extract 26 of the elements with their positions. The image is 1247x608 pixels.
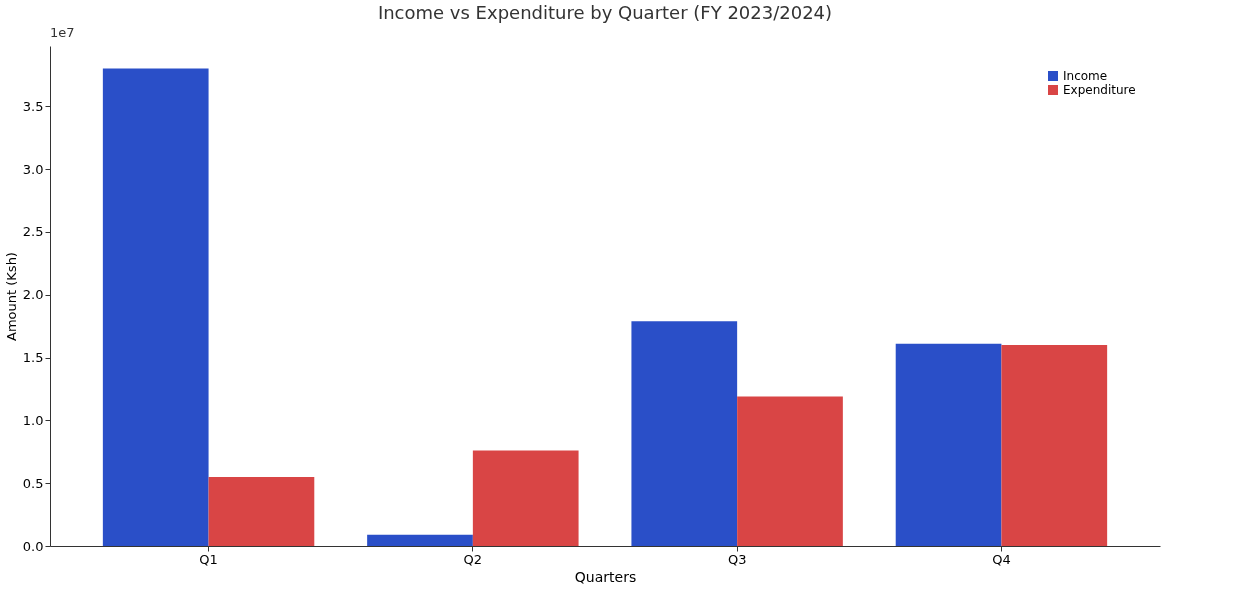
chart-title: Income vs Expenditure by Quarter (FY 2023/2024) — [377, 2, 833, 23]
y-tick-label: 1.0 — [22, 412, 44, 428]
bar — [895, 343, 1002, 546]
bar — [631, 321, 738, 546]
x-tick-label: Q3 — [727, 551, 747, 567]
bar — [208, 476, 315, 546]
bar — [367, 534, 473, 546]
x-axis-title: Quarters — [574, 568, 637, 585]
y-tick-label: 0.0 — [22, 538, 44, 554]
y-tick-label: 3.0 — [22, 161, 44, 177]
bar — [1001, 344, 1108, 546]
bar — [102, 68, 209, 546]
text: 1e7 — [50, 25, 75, 40]
y-tick-label: 1.5 — [22, 350, 44, 366]
x-tick-label: Q4 — [992, 551, 1011, 567]
y-tick-label: 3.5 — [22, 98, 44, 114]
x-tick-label: Q1 — [199, 551, 218, 567]
x-tick-label: Q2 — [463, 551, 483, 567]
y-tick-label: 0.5 — [22, 475, 44, 491]
y-tick-label: 2.0 — [22, 287, 44, 303]
y-tick-label: 2.5 — [22, 224, 44, 240]
bar — [472, 450, 579, 546]
legend-label: Income — [1063, 69, 1108, 83]
bar — [737, 396, 843, 546]
y-axis-title: Amount (Ksh) — [3, 252, 19, 341]
legend-label: Expenditure — [1063, 83, 1136, 97]
